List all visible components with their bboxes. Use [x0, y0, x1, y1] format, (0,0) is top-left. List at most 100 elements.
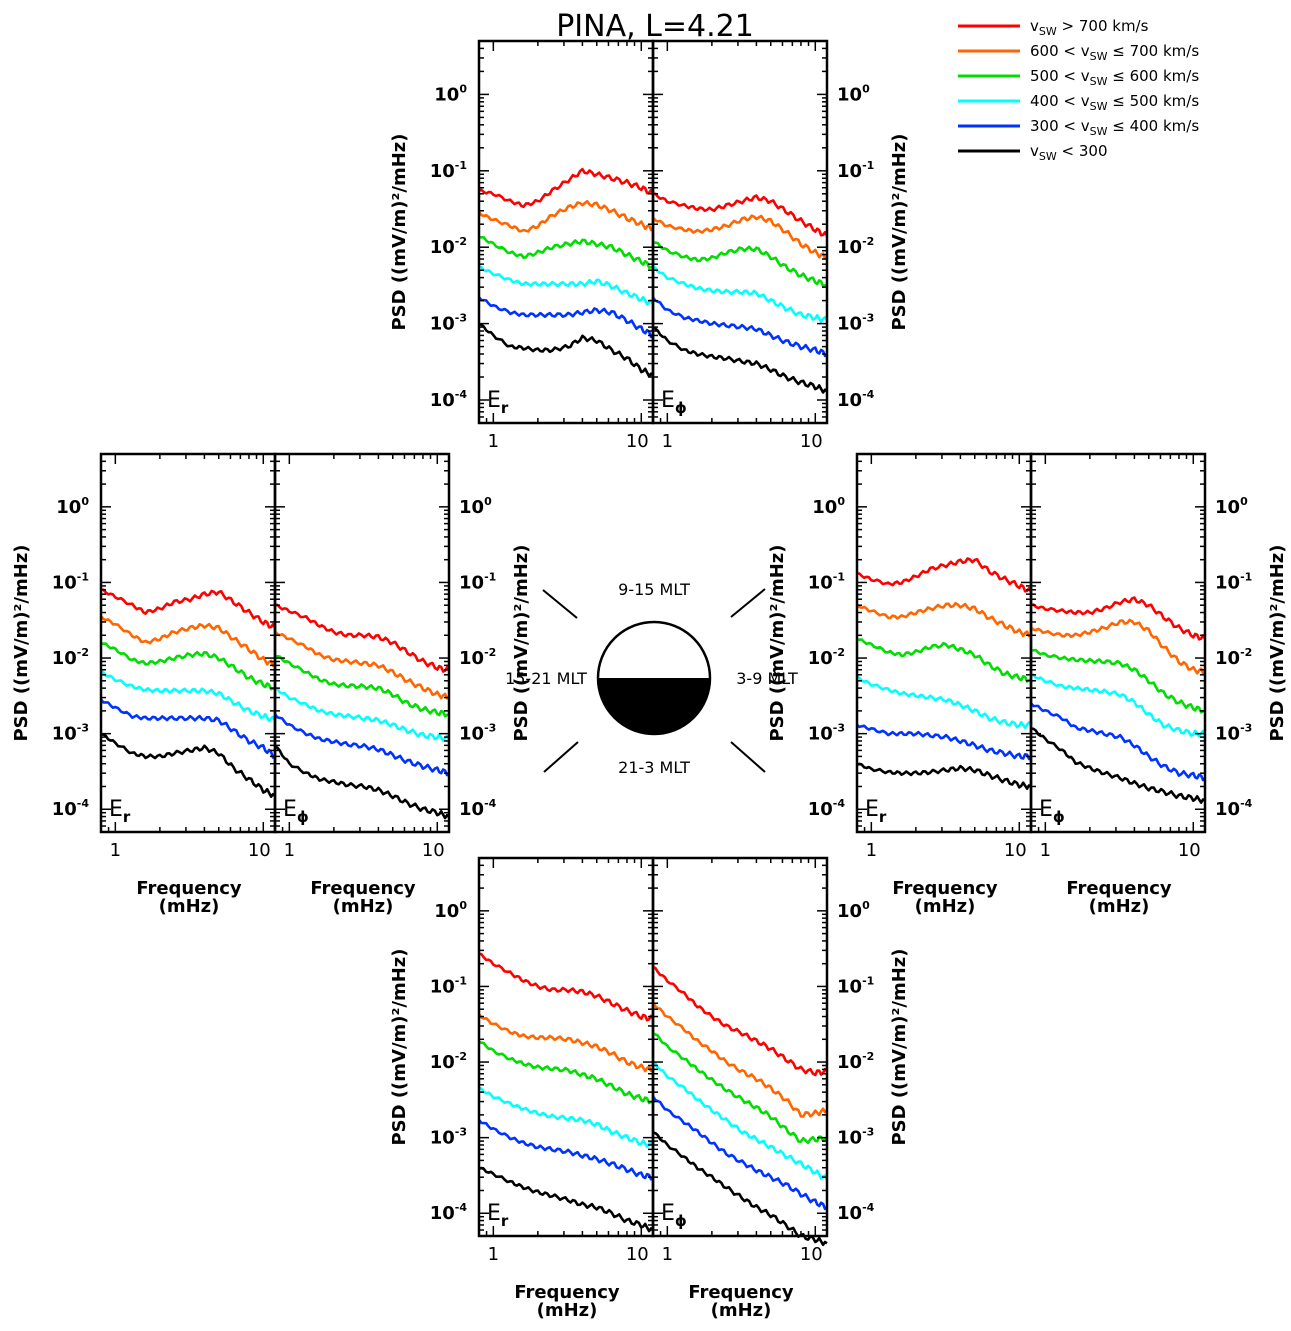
earth-nightside-half: [598, 678, 710, 734]
top-ephi-ytick-label: 10-1: [837, 159, 874, 182]
right-er-series-s700: [856, 557, 1033, 593]
left-ephi-series-s700: [274, 603, 451, 673]
bottom-ephi-ytick-label: 10-2: [837, 1050, 874, 1073]
mlt-divider-upper-left: [542, 589, 578, 619]
legend-item-s600: 600 < vSW ≤ 700 km/s: [958, 42, 1199, 63]
bottom-ephi-xlabel-line2: (mHz): [711, 1300, 772, 1321]
bottom-er-series-s000: [478, 1166, 654, 1233]
left-er-series-s300: [100, 698, 276, 759]
right-ephi-series-s700: [1030, 596, 1207, 641]
top-er-component-label: Er: [487, 388, 509, 417]
left-ephi-series-s300: [273, 713, 450, 777]
right-ephi-xtick-label: 10: [1178, 840, 1201, 861]
legend-label-s600: 600 < vSW ≤ 700 km/s: [1030, 42, 1199, 63]
top-er-ytick-label: 10-4: [430, 388, 468, 411]
left-er-ytick-label: 10-2: [52, 646, 89, 669]
right-er-ytick-label: 10-2: [808, 646, 845, 669]
bottom-ephi-xtick-label: 1: [662, 1244, 673, 1265]
top-ephi-series-s000: [652, 326, 828, 394]
bottom-ephi-xlabel-line1: Frequency: [688, 1282, 794, 1303]
right-er-ytick-label: 10-3: [808, 722, 845, 745]
left-ephi-ytick-label: 10-2: [459, 646, 496, 669]
top-ephi-ytick-label: 10-4: [837, 388, 875, 411]
right-ephi-xlabel-line2: (mHz): [1089, 896, 1150, 917]
right-ephi-ytick-label: 100: [1215, 495, 1248, 518]
left-er-ytick-label: 10-3: [52, 722, 89, 745]
top-er-series-s400: [478, 265, 655, 306]
legend-label-s000: vSW < 300: [1030, 142, 1108, 163]
mlt-divider-lower-left: [543, 741, 579, 773]
panels: 1 10 Er 1 10 Eϕ 100 10-1 10-2 10-3 10-4 PSD ((mV/m)…: [11, 39, 1288, 1321]
bottom-ephi-ylabel: PSD ((mV/m)²/mHz): [889, 948, 910, 1145]
legend-item-s400: 400 < vSW ≤ 500 km/s: [958, 92, 1199, 113]
right-er-ytick-label: 100: [812, 495, 845, 518]
top-ephi-frame: [651, 39, 829, 425]
right-er-series-s300: [856, 723, 1033, 761]
bottom-er-series-s500: [478, 1040, 654, 1105]
bottom-er-ytick-label: 100: [434, 899, 467, 922]
right-ephi-ytick-label: 10-1: [1215, 570, 1252, 593]
top-er-series-s500: [479, 236, 654, 269]
bottom-ephi-series-s300: [651, 1095, 828, 1211]
left-er-frame: [99, 452, 277, 834]
left-er-series-s000: [100, 733, 276, 798]
top-ephi-series-s400: [652, 265, 829, 324]
bottom-er-ytick-label: 10-4: [430, 1201, 468, 1224]
left-er-series-s700: [100, 588, 277, 629]
top-ephi-series-s300: [651, 296, 828, 358]
top-ephi-ylabel: PSD ((mV/m)²/mHz): [889, 133, 910, 330]
top-er-series-s700: [478, 167, 655, 209]
left-ephi-series-s500: [274, 654, 450, 718]
right-ephi-ylabel: PSD ((mV/m)²/mHz): [1267, 544, 1288, 741]
legend: vSW > 700 km/s 600 < vSW ≤ 700 km/s 500 < …: [958, 17, 1199, 163]
panel-block-left: 1 10 Er 1 10 Eϕ 100 10-1 10-2 10-3 10-4 PSD ((mV/m)…: [11, 452, 532, 917]
bottom-ephi-series-s500: [652, 1032, 828, 1145]
legend-label-s400: 400 < vSW ≤ 500 km/s: [1030, 92, 1199, 113]
top-er-series-s600: [477, 200, 654, 233]
right-er-ylabel: PSD ((mV/m)²/mHz): [767, 544, 788, 741]
left-ephi-xtick-label: 10: [422, 840, 445, 861]
right-er-series-s500: [856, 638, 1032, 683]
bottom-er-ytick-label: 10-1: [430, 974, 467, 997]
top-er-ylabel: PSD ((mV/m)²/mHz): [389, 133, 410, 330]
left-ephi-xtick-label: 1: [284, 840, 295, 861]
top-ephi-xtick-label: 10: [800, 431, 823, 452]
bottom-ephi-ytick-label: 100: [837, 899, 870, 922]
mlt-divider-lower-right: [730, 741, 766, 773]
bottom-ephi-component-label: Eϕ: [661, 1201, 687, 1230]
bottom-er-series-s300: [477, 1119, 654, 1181]
top-er-frame: [477, 39, 655, 425]
left-ephi-ytick-label: 100: [459, 495, 492, 518]
left-er-xtick-label: 10: [248, 840, 271, 861]
left-er-series-s500: [100, 642, 276, 691]
legend-item-s700: vSW > 700 km/s: [958, 17, 1149, 38]
top-ephi-component-label: Eϕ: [661, 388, 687, 417]
mlt-diagram: 9-15 MLT 15-21 MLT 3-9 MLT 21-3 MLT: [505, 580, 798, 777]
left-er-xtick-label: 1: [110, 840, 121, 861]
right-er-xlabel-line1: Frequency: [892, 878, 998, 899]
left-er-ylabel: PSD ((mV/m)²/mHz): [11, 544, 32, 741]
legend-item-s000: vSW < 300: [958, 142, 1108, 163]
right-er-series-s000: [856, 762, 1032, 790]
legend-label-s500: 500 < vSW ≤ 600 km/s: [1030, 67, 1199, 88]
top-er-series-s300: [477, 296, 654, 339]
right-er-series-s600: [856, 601, 1032, 638]
left-ephi-component-label: Eϕ: [283, 797, 309, 826]
right-ephi-ytick-label: 10-2: [1215, 646, 1252, 669]
top-er-series-s000: [478, 323, 654, 378]
top-ephi-ytick-label: 10-2: [837, 235, 874, 258]
bottom-ephi-xtick-label: 10: [800, 1244, 823, 1265]
left-ephi-series-s000: [274, 745, 450, 820]
right-ephi-component-label: Eϕ: [1039, 797, 1065, 826]
left-ephi-xlabel-line2: (mHz): [333, 896, 394, 917]
panel-block-right: 1 10 Er 1 10 Eϕ 100 10-1 10-2 10-3 10-4 PSD ((mV/m)…: [767, 452, 1288, 917]
bottom-er-xtick-label: 10: [626, 1244, 649, 1265]
left-ephi-series-s600: [273, 630, 450, 700]
top-ephi-xtick-label: 1: [662, 431, 673, 452]
left-ephi-ytick-label: 10-3: [459, 722, 496, 745]
top-er-ytick-label: 100: [434, 82, 467, 105]
left-er-series-s600: [99, 615, 276, 667]
top-er-ytick-label: 10-1: [430, 159, 467, 182]
bottom-er-ylabel: PSD ((mV/m)²/mHz): [389, 948, 410, 1145]
top-ephi-ytick-label: 100: [837, 82, 870, 105]
